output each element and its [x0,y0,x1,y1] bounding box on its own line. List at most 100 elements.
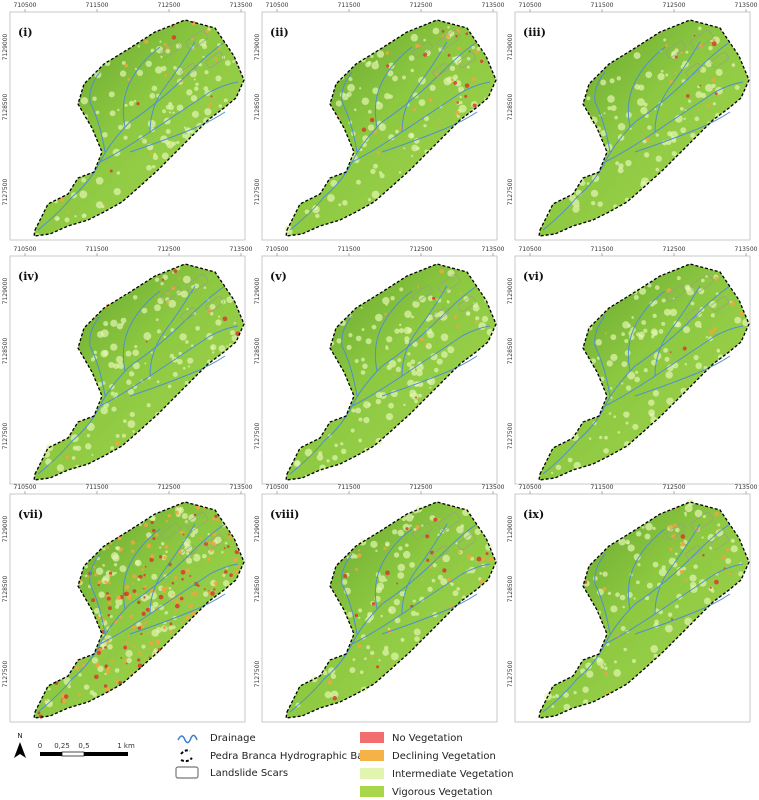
intermediate-patch [404,336,410,342]
intermediate-patch [648,409,655,417]
intermediate-patch [156,380,160,384]
intermediate-patch [186,308,189,311]
intermediate-patch [705,60,713,68]
drainage [122,528,161,610]
stress-patch [376,665,380,669]
intermediate-patch [155,318,159,322]
stress-patch [97,580,102,584]
intermediate-patch [129,411,135,418]
intermediate-patch [427,586,433,592]
intermediate-patch [342,200,348,206]
stress-patch [674,71,677,75]
intermediate-patch [115,433,120,438]
stress-patch [237,565,241,569]
legend-swatch [360,786,384,797]
intermediate-patch [224,60,231,67]
intermediate-patch [367,109,372,114]
intermediate-patch [710,589,715,593]
intermediate-patch [168,625,173,631]
basin-outline [285,501,497,719]
intermediate-patch [397,563,406,572]
intermediate-patch [192,553,201,562]
stress-patch [696,108,699,111]
stress-patch [472,103,477,108]
y-tick-label: 7128500 [507,337,514,364]
stress-patch [110,659,114,663]
scale-bar [61,751,85,757]
intermediate-patch [717,523,721,527]
stress-patch [173,269,178,274]
stress-patch [161,278,165,281]
stress-patch [191,611,197,616]
stress-patch [203,588,206,591]
intermediate-patch [629,127,632,130]
drainage [634,593,731,635]
intermediate-patch [694,116,700,122]
stress-patch [216,518,220,522]
x-tick-label: 710500 [519,2,542,9]
intermediate-patch [668,557,676,565]
intermediate-patch [162,274,168,281]
stress-patch [93,566,96,569]
drainage [594,315,611,397]
stress-patch [63,694,69,699]
intermediate-patch [604,666,608,670]
drainage [542,41,731,231]
intermediate-patch [632,423,639,430]
basin-icon [180,749,193,763]
panel-label: (vii) [18,508,43,521]
stress-patch [104,646,107,649]
stress-patch [709,586,712,589]
stress-patch [192,556,195,559]
intermediate-patch [573,690,577,695]
intermediate-patch [440,333,449,342]
stress-patch [65,455,70,459]
stress-patch [150,520,154,525]
intermediate-patch [683,511,687,515]
drainage [129,593,226,635]
intermediate-patch [148,514,156,521]
intermediate-patch [683,326,691,334]
stress-patch [161,586,166,591]
intermediate-patch [685,286,691,292]
intermediate-patch [150,351,153,354]
drainage [627,290,666,372]
stress-patch [428,97,433,103]
x-tick-label: 711500 [338,2,361,9]
intermediate-patch [153,152,157,157]
intermediate-patch [385,543,389,547]
intermediate-patch [203,286,207,289]
stress-patch [669,547,673,552]
stress-patch [173,576,178,580]
intermediate-patch [190,532,196,538]
stress-patch [420,337,424,342]
intermediate-patch [665,371,673,379]
intermediate-patch [116,323,124,330]
landslide-scar [205,534,224,551]
intermediate-patch [157,297,164,305]
intermediate-patch [100,406,109,415]
intermediate-patch [461,595,467,600]
x-tick-label: 711500 [591,2,614,9]
basin-outline [33,263,245,481]
map-panel: 710500 711500 712500 713500 7129000 7128500 71… [254,2,505,241]
intermediate-patch [184,520,189,524]
basin-outline [33,19,245,237]
y-tick-label: 7127500 [507,178,514,205]
intermediate-patch [111,406,117,412]
intermediate-patch [597,201,603,207]
stress-patch [158,594,164,600]
drainage [381,355,478,397]
map-panel: 710500 711500 712500 713500 7129000 7128500 71… [507,2,758,241]
stress-patch [665,44,668,47]
landslide-scar [180,63,197,78]
intermediate-patch [604,435,608,440]
stress-patch [670,618,674,621]
intermediate-patch [687,99,692,103]
stress-patch [420,578,424,581]
intermediate-patch [610,353,618,362]
drainage [89,71,106,153]
intermediate-patch [101,131,108,138]
stress-patch [133,646,136,649]
intermediate-patch [621,361,628,368]
